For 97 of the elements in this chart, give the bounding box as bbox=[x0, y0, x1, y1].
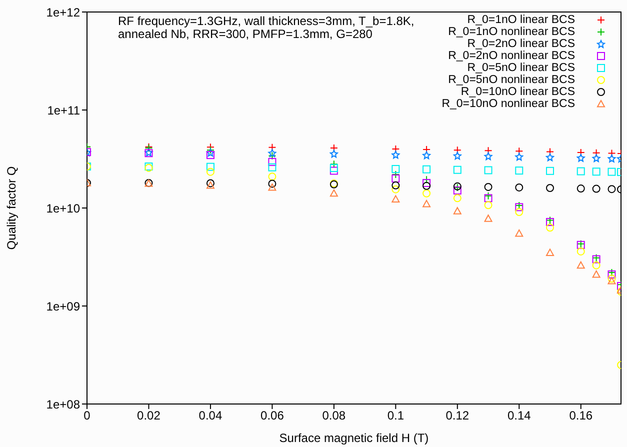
point bbox=[206, 148, 214, 157]
point bbox=[268, 149, 276, 158]
point bbox=[422, 165, 431, 174]
point bbox=[392, 150, 400, 159]
point bbox=[206, 146, 214, 154]
x-tick-label: 0.06 bbox=[260, 408, 284, 423]
point bbox=[608, 185, 616, 194]
point bbox=[392, 174, 400, 182]
point bbox=[392, 165, 400, 173]
point bbox=[515, 147, 524, 156]
point bbox=[206, 168, 214, 176]
point bbox=[453, 207, 462, 214]
point bbox=[206, 162, 214, 171]
point bbox=[206, 151, 214, 160]
x-tick-label: 0.12 bbox=[446, 408, 470, 423]
point bbox=[268, 172, 276, 181]
point bbox=[268, 158, 276, 166]
point bbox=[592, 148, 600, 157]
legend-label: R_0=10nO nonlinear BCS bbox=[442, 98, 575, 110]
point bbox=[592, 261, 600, 270]
point bbox=[484, 152, 492, 160]
point bbox=[484, 166, 492, 174]
y-tick-label: 1e+12 bbox=[46, 5, 80, 20]
x-tick-label: 0.16 bbox=[569, 408, 593, 423]
x-tick-label: 0.1 bbox=[387, 408, 404, 423]
point bbox=[392, 185, 400, 194]
point bbox=[576, 247, 585, 256]
point bbox=[484, 214, 492, 222]
point bbox=[515, 229, 524, 237]
point bbox=[484, 194, 492, 202]
point bbox=[592, 270, 600, 278]
point bbox=[453, 152, 462, 160]
point bbox=[392, 181, 400, 190]
point bbox=[330, 164, 338, 172]
point bbox=[592, 184, 600, 193]
point bbox=[453, 186, 462, 194]
point bbox=[484, 146, 492, 155]
point bbox=[592, 154, 600, 162]
point bbox=[484, 192, 492, 200]
y-axis-title: Quality factor Q bbox=[4, 166, 18, 250]
point bbox=[330, 189, 338, 197]
point bbox=[546, 148, 554, 156]
point bbox=[515, 152, 524, 161]
point bbox=[484, 201, 492, 210]
point bbox=[608, 154, 616, 162]
point bbox=[422, 178, 431, 187]
point bbox=[268, 180, 276, 188]
point bbox=[453, 194, 462, 202]
x-axis-title: Surface magnetic field H (T) bbox=[279, 431, 429, 445]
point bbox=[576, 154, 585, 162]
point bbox=[422, 189, 431, 198]
point bbox=[592, 168, 600, 176]
point bbox=[576, 184, 585, 193]
point bbox=[515, 166, 524, 175]
point bbox=[422, 151, 431, 160]
point bbox=[546, 248, 554, 256]
point bbox=[515, 183, 524, 192]
legend-label: R_0=2nO linear BCS bbox=[467, 38, 575, 50]
y-tick-label: 1e+11 bbox=[47, 103, 80, 118]
point bbox=[268, 163, 276, 172]
point bbox=[546, 184, 554, 192]
y-tick-label: 1e+10 bbox=[46, 201, 80, 216]
point bbox=[576, 167, 585, 176]
legend-label: R_0=10nO linear BCS bbox=[460, 86, 575, 98]
point bbox=[546, 153, 554, 162]
point bbox=[453, 166, 462, 174]
point bbox=[392, 170, 400, 178]
point bbox=[268, 183, 276, 191]
x-tick-label: 0.14 bbox=[507, 408, 532, 423]
point bbox=[453, 146, 462, 154]
point bbox=[576, 261, 585, 269]
point bbox=[330, 144, 338, 152]
legend-label: R_0=1nO linear BCS bbox=[467, 14, 575, 26]
x-tick-label: 0.08 bbox=[322, 408, 346, 423]
legend-label: R_0=5nO linear BCS bbox=[467, 62, 575, 74]
point bbox=[422, 200, 431, 208]
point bbox=[515, 208, 524, 216]
point bbox=[546, 224, 554, 232]
x-tick-label: 0.04 bbox=[198, 408, 222, 423]
x-tick-label: 0 bbox=[84, 408, 91, 423]
point bbox=[546, 166, 554, 175]
y-tick-label: 1e+08 bbox=[46, 397, 80, 412]
legend-label: R_0=2nO nonlinear BCS bbox=[448, 50, 575, 62]
y-tick-label: 1e+09 bbox=[46, 299, 80, 314]
point bbox=[268, 152, 276, 160]
x-tick-label: 0.02 bbox=[137, 408, 161, 423]
legend-label: R_0=5nO nonlinear BCS bbox=[448, 74, 575, 86]
point bbox=[330, 160, 338, 168]
point bbox=[608, 168, 616, 176]
point bbox=[392, 195, 400, 202]
point bbox=[484, 182, 492, 191]
point bbox=[392, 145, 400, 153]
legend-label: R_0=1nO nonlinear BCS bbox=[448, 26, 575, 38]
text: RF frequency=1.3GHz, wall thickness=3mm, T_b=1.8K, annealed Nb, RRR=300, PMFP=1.3mm, G=280 bbox=[118, 14, 416, 41]
point bbox=[330, 150, 338, 158]
point bbox=[422, 182, 431, 190]
point bbox=[608, 149, 616, 158]
